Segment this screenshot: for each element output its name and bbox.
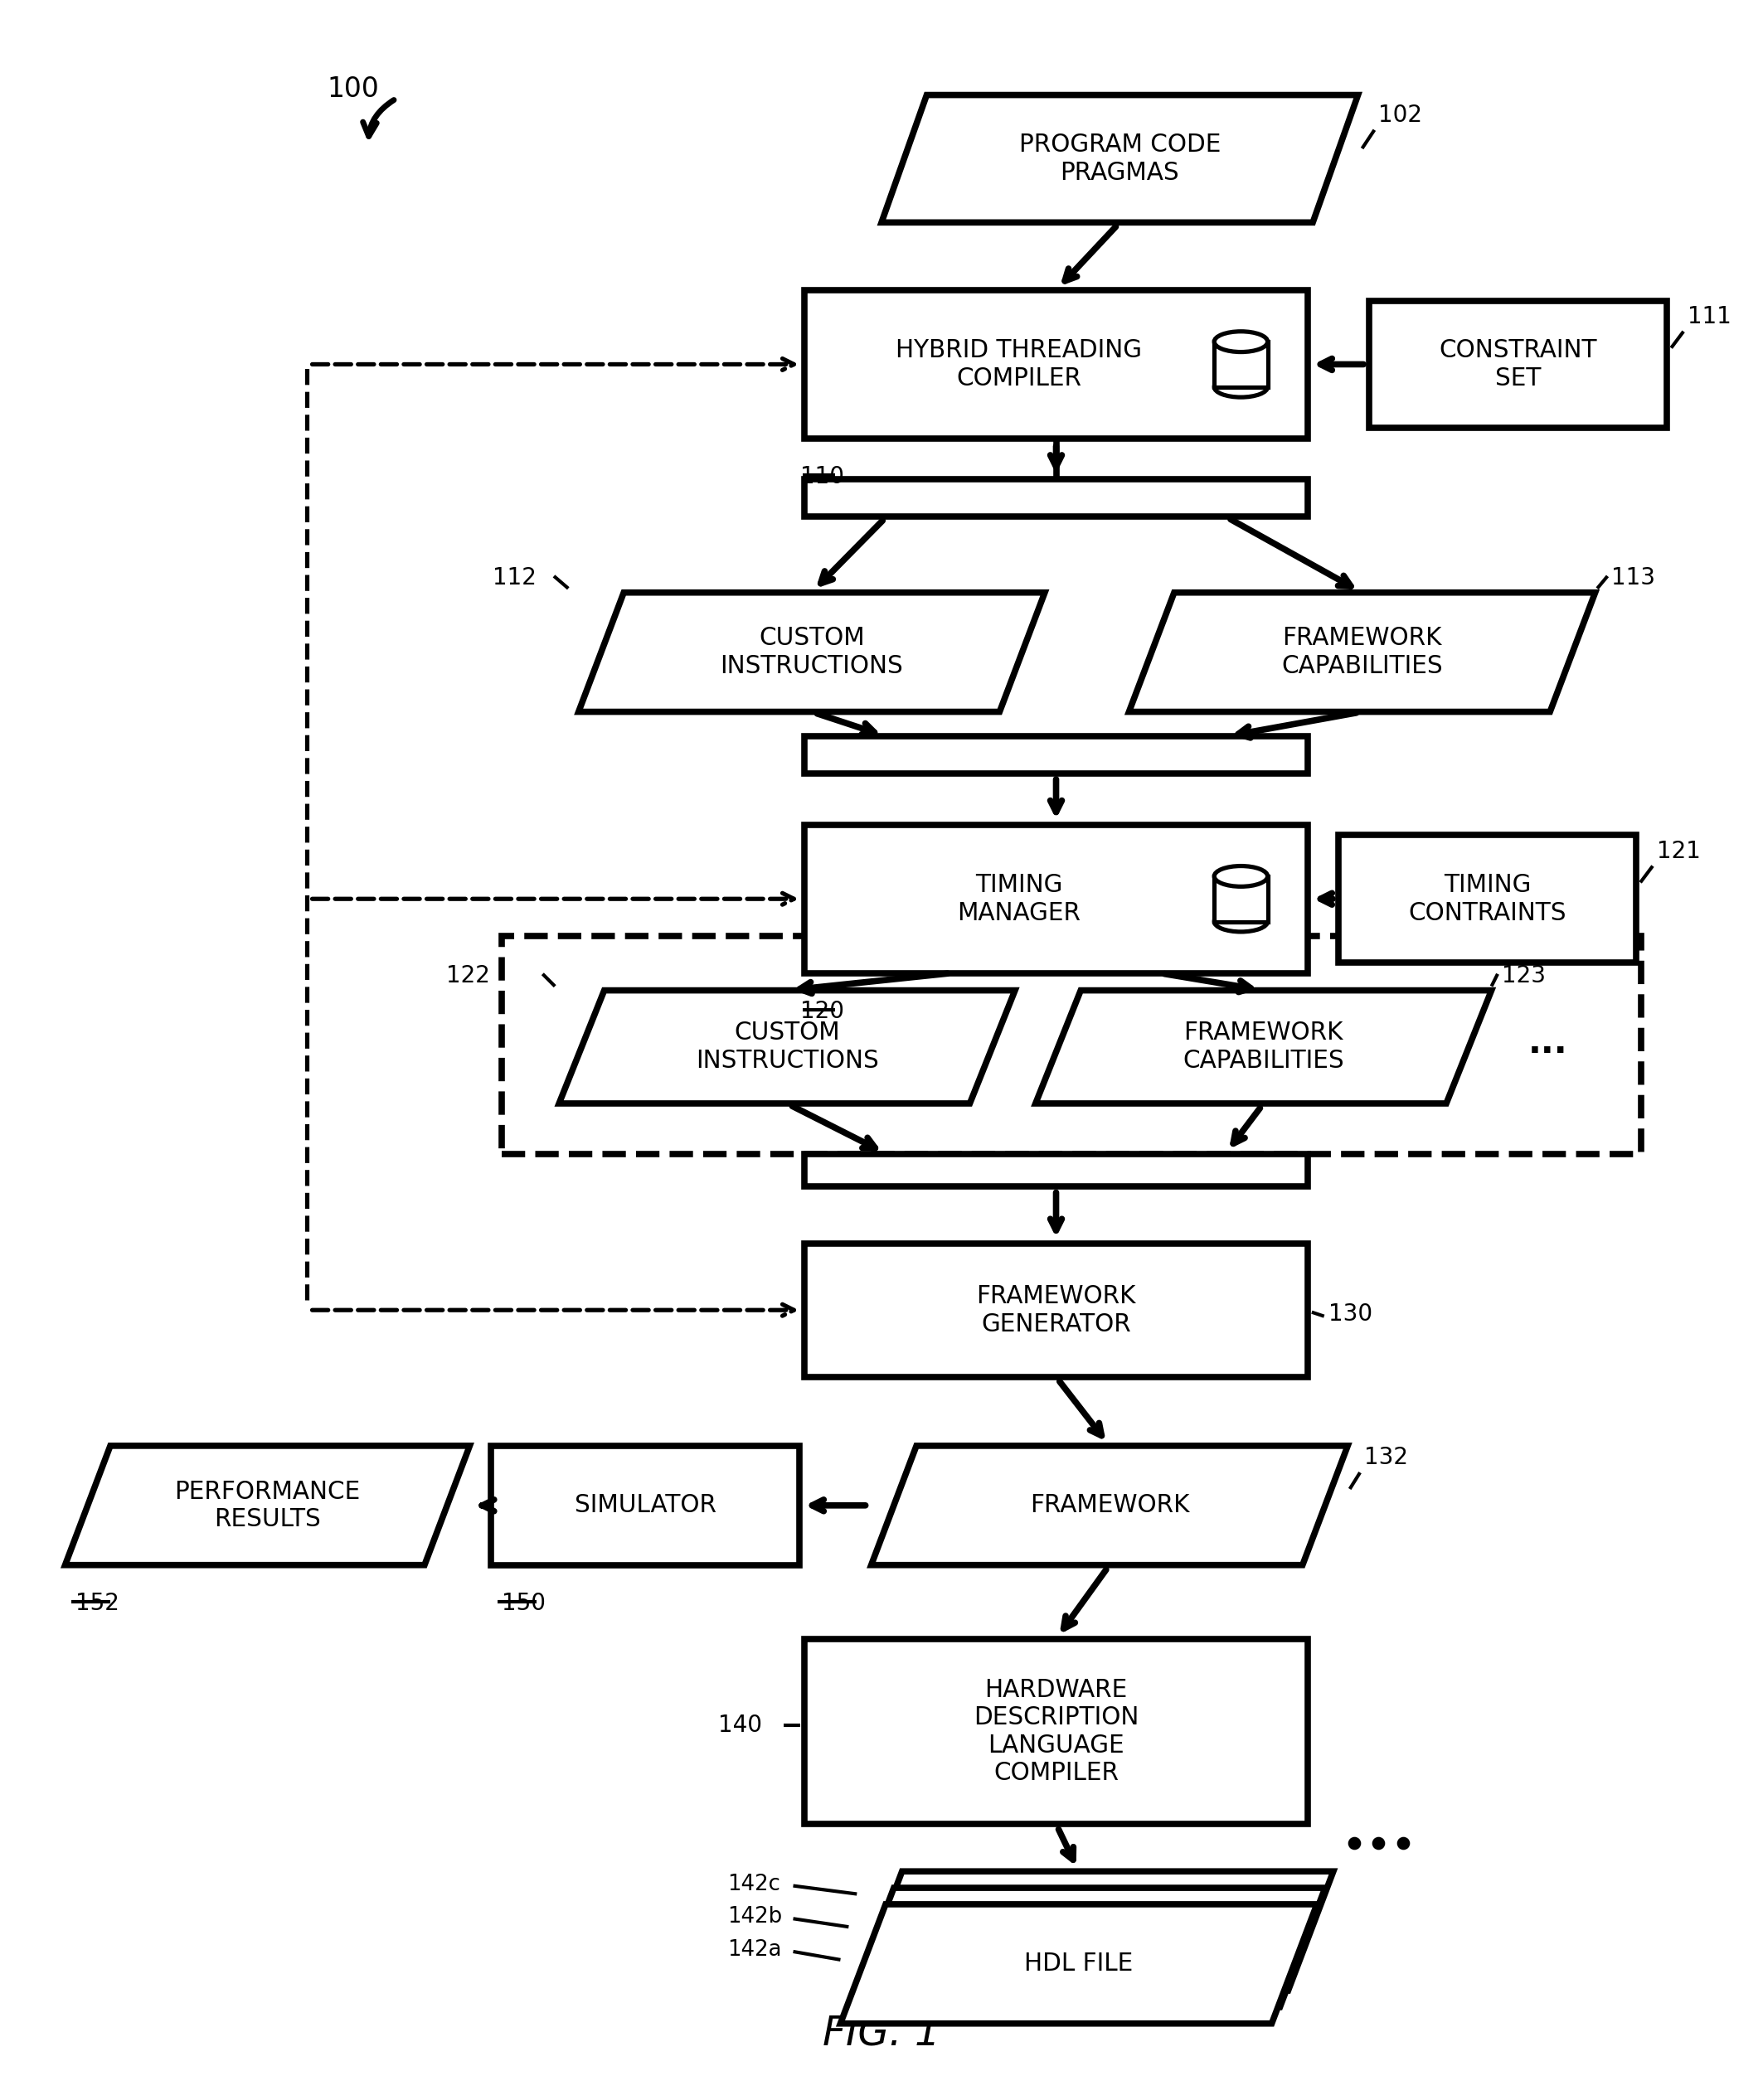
Text: 152: 152 xyxy=(76,1592,120,1615)
Text: CONSTRAINT
SET: CONSTRAINT SET xyxy=(1439,338,1597,391)
FancyBboxPatch shape xyxy=(804,1638,1308,1825)
Text: FRAMEWORK
CAPABILITIES: FRAMEWORK CAPABILITIES xyxy=(1183,1021,1343,1073)
Text: FIG. 1: FIG. 1 xyxy=(823,2014,940,2054)
Polygon shape xyxy=(1128,592,1596,712)
Text: HYBRID THREADING
COMPILER: HYBRID THREADING COMPILER xyxy=(896,338,1142,391)
FancyBboxPatch shape xyxy=(804,1243,1308,1378)
Text: 100: 100 xyxy=(326,76,379,103)
Ellipse shape xyxy=(1215,332,1268,353)
FancyBboxPatch shape xyxy=(804,737,1308,773)
Polygon shape xyxy=(578,592,1045,712)
Text: 142c: 142c xyxy=(728,1873,781,1894)
Text: 123: 123 xyxy=(1502,964,1546,987)
Polygon shape xyxy=(841,1905,1317,2024)
Polygon shape xyxy=(1035,991,1491,1102)
FancyBboxPatch shape xyxy=(1215,342,1268,386)
Text: 110: 110 xyxy=(800,466,844,489)
Polygon shape xyxy=(857,1871,1333,1991)
Text: TIMING
CONTRAINTS: TIMING CONTRAINTS xyxy=(1409,874,1566,924)
Text: PERFORMANCE
RESULTS: PERFORMANCE RESULTS xyxy=(175,1480,360,1531)
FancyBboxPatch shape xyxy=(804,825,1308,972)
Text: 102: 102 xyxy=(1379,103,1423,126)
Text: 113: 113 xyxy=(1611,567,1655,590)
FancyBboxPatch shape xyxy=(492,1445,799,1564)
Text: CUSTOM
INSTRUCTIONS: CUSTOM INSTRUCTIONS xyxy=(695,1021,878,1073)
Polygon shape xyxy=(848,1888,1326,2008)
Text: PROGRAM CODE
PRAGMAS: PROGRAM CODE PRAGMAS xyxy=(1019,132,1220,185)
Polygon shape xyxy=(559,991,1015,1102)
FancyBboxPatch shape xyxy=(1370,300,1668,428)
Ellipse shape xyxy=(1215,911,1268,932)
Text: TIMING
MANAGER: TIMING MANAGER xyxy=(957,874,1081,924)
Text: 142a: 142a xyxy=(728,1938,781,1961)
Text: ...: ... xyxy=(1529,1025,1567,1060)
Text: 150: 150 xyxy=(501,1592,545,1615)
FancyBboxPatch shape xyxy=(501,937,1641,1153)
Text: 111: 111 xyxy=(1687,304,1731,328)
Text: HARDWARE
DESCRIPTION
LANGUAGE
COMPILER: HARDWARE DESCRIPTION LANGUAGE COMPILER xyxy=(973,1678,1139,1785)
Text: 112: 112 xyxy=(492,567,536,590)
Polygon shape xyxy=(65,1445,469,1564)
Ellipse shape xyxy=(1215,865,1268,886)
Text: CUSTOM
INSTRUCTIONS: CUSTOM INSTRUCTIONS xyxy=(719,626,903,678)
Text: 132: 132 xyxy=(1365,1447,1409,1470)
Polygon shape xyxy=(871,1445,1347,1564)
Text: 142b: 142b xyxy=(728,1907,783,1928)
Text: FRAMEWORK: FRAMEWORK xyxy=(1030,1493,1190,1518)
Text: HDL FILE: HDL FILE xyxy=(1024,1951,1134,1976)
Ellipse shape xyxy=(1215,376,1268,397)
Text: 140: 140 xyxy=(718,1714,762,1737)
Text: 121: 121 xyxy=(1657,840,1701,863)
Text: 130: 130 xyxy=(1328,1302,1372,1325)
FancyBboxPatch shape xyxy=(1215,876,1268,922)
Text: FRAMEWORK
GENERATOR: FRAMEWORK GENERATOR xyxy=(977,1283,1135,1336)
FancyBboxPatch shape xyxy=(804,290,1308,439)
Text: FRAMEWORK
CAPABILITIES: FRAMEWORK CAPABILITIES xyxy=(1282,626,1442,678)
Text: 122: 122 xyxy=(446,964,490,987)
FancyBboxPatch shape xyxy=(804,1153,1308,1186)
FancyBboxPatch shape xyxy=(804,479,1308,517)
FancyBboxPatch shape xyxy=(1338,836,1636,962)
Text: SIMULATOR: SIMULATOR xyxy=(575,1493,716,1518)
Text: 120: 120 xyxy=(800,1000,844,1023)
Polygon shape xyxy=(882,94,1358,223)
